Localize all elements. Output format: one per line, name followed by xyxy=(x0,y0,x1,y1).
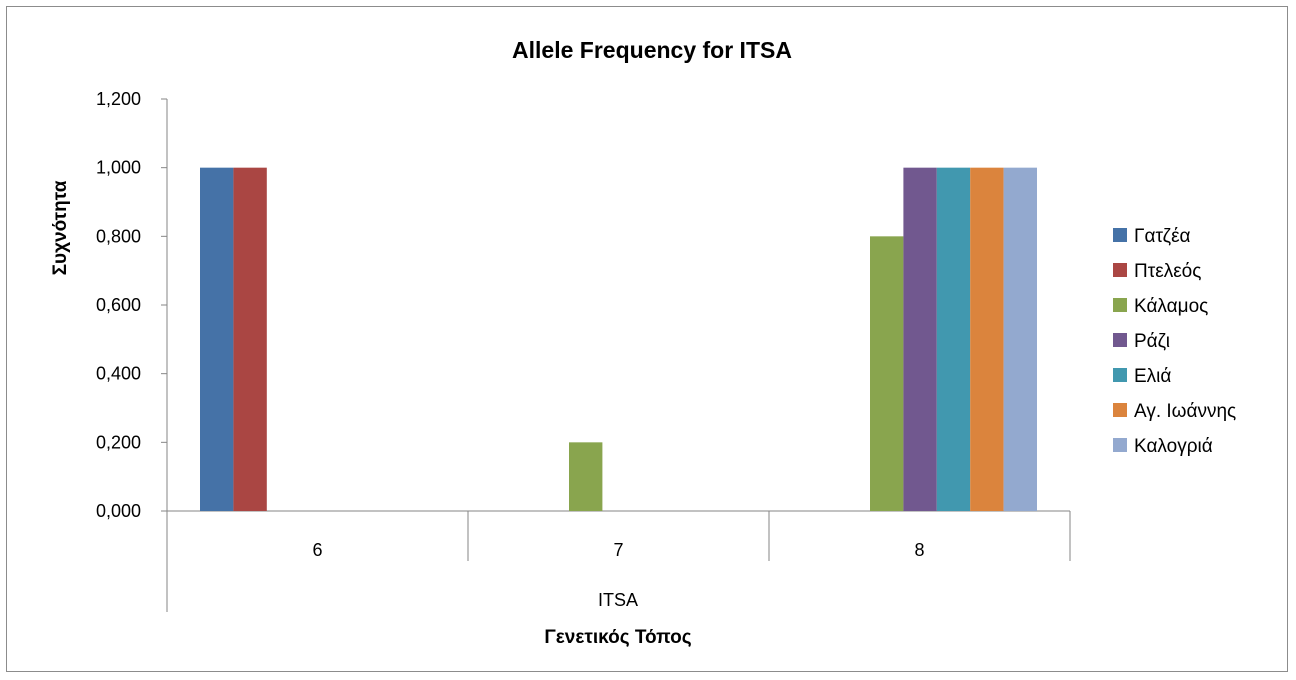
x-axis-label: Γενετικός Τόπος xyxy=(544,627,691,648)
legend-label: Καλογριά xyxy=(1134,436,1213,457)
x-group-label: ITSA xyxy=(598,590,638,610)
legend: Γατζέα Πτελεός Κάλαμος Ράζι Ελιά Αγ. Ιωάννης Κ… xyxy=(1113,226,1236,457)
y-tick-label: 0,800 xyxy=(96,226,141,246)
x-tick-label: 8 xyxy=(914,540,924,560)
legend-swatch xyxy=(1113,263,1127,277)
bar xyxy=(936,167,971,511)
bars xyxy=(200,167,1037,512)
bar xyxy=(233,167,267,511)
axes: 0,000 0,200 0,400 0,600 0,800 1,000 1,200 6 7 8 xyxy=(96,89,1071,612)
legend-label: Πτελεός xyxy=(1134,261,1201,282)
legend-label: Ράζι xyxy=(1134,331,1170,352)
legend-swatch xyxy=(1113,403,1127,417)
x-tick-label: 6 xyxy=(312,540,322,560)
y-axis-label: Συχνότητα xyxy=(50,180,71,275)
legend-swatch xyxy=(1113,228,1127,242)
y-tick-label: 0,600 xyxy=(96,295,141,315)
bar xyxy=(970,167,1004,511)
x-tick-label: 7 xyxy=(613,540,623,560)
bar xyxy=(903,167,937,511)
y-tick-label: 0,000 xyxy=(96,501,141,521)
chart-title: Allele Frequency for ITSA xyxy=(512,37,792,63)
y-tick-label: 1,200 xyxy=(96,89,141,109)
y-tick-label: 0,200 xyxy=(96,432,141,452)
legend-label: Ελιά xyxy=(1134,366,1171,387)
legend-label: Κάλαμος xyxy=(1134,296,1208,317)
legend-swatch xyxy=(1113,438,1127,452)
legend-swatch xyxy=(1113,368,1127,382)
y-tick-label: 1,000 xyxy=(96,158,141,178)
bar xyxy=(1003,167,1037,511)
legend-label: Γατζέα xyxy=(1134,226,1191,247)
legend-swatch xyxy=(1113,333,1127,347)
bar xyxy=(569,442,603,511)
y-tick-label: 0,400 xyxy=(96,364,141,384)
legend-swatch xyxy=(1113,298,1127,312)
bar xyxy=(870,236,904,512)
legend-label: Αγ. Ιωάννης xyxy=(1134,401,1236,422)
bar xyxy=(200,167,234,511)
